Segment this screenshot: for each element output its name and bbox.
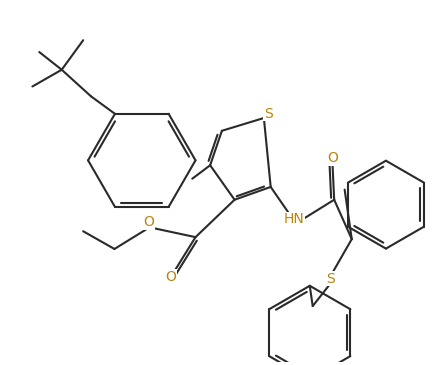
- Text: O: O: [143, 215, 154, 229]
- Text: S: S: [264, 107, 272, 121]
- Text: S: S: [326, 272, 335, 286]
- Text: O: O: [166, 269, 177, 284]
- Text: HN: HN: [284, 212, 304, 226]
- Text: O: O: [327, 151, 338, 165]
